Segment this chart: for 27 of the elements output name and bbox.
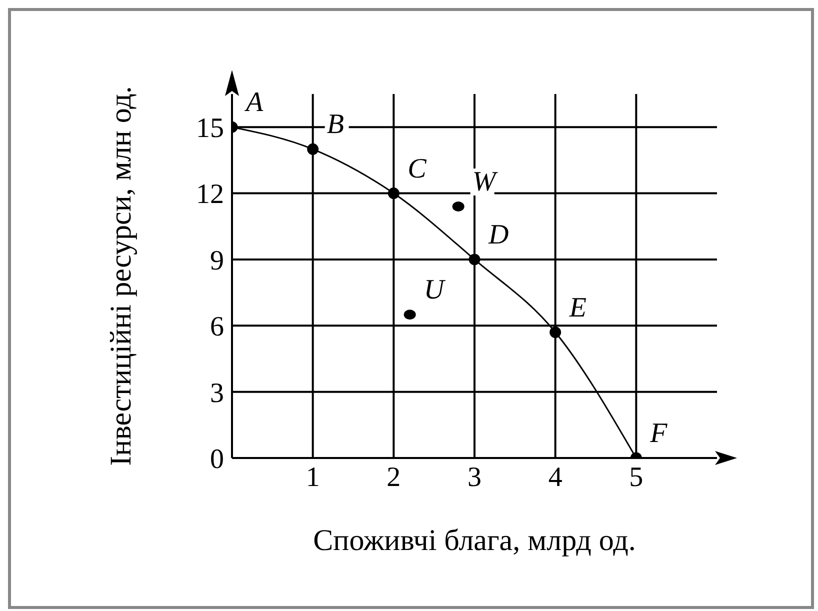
- annotation: A: [244, 87, 264, 118]
- x-tick-label: 5: [629, 462, 644, 493]
- point: [388, 188, 400, 200]
- annotation: C: [408, 153, 427, 184]
- y-tick-label: 3: [210, 378, 224, 409]
- x-tick-label: 1: [306, 462, 320, 493]
- point: [550, 326, 562, 338]
- x-tick-label: 2: [386, 462, 401, 493]
- x-tick-label: 4: [548, 462, 562, 493]
- point: [404, 310, 416, 320]
- y-tick-label: 6: [210, 312, 224, 343]
- y-axis-title: Інвестиційні ресурси, млн од.: [104, 86, 138, 466]
- y-tick-label: 12: [196, 179, 224, 210]
- y-tick-label: 9: [210, 245, 224, 276]
- annotation: B: [326, 109, 344, 140]
- annotation: W: [472, 166, 498, 198]
- annotation: E: [568, 292, 586, 324]
- y-tick-label: 0: [210, 444, 224, 475]
- x-axis-title: Споживчі блага, млрд од.: [313, 524, 636, 557]
- annotation: U: [424, 274, 446, 306]
- x-tick-label: 3: [468, 462, 482, 493]
- point: [468, 254, 480, 266]
- y-tick-label: 15: [196, 113, 224, 144]
- point: [307, 143, 319, 155]
- annotation: F: [649, 418, 668, 449]
- annotation: D: [488, 219, 509, 250]
- point: [452, 202, 464, 212]
